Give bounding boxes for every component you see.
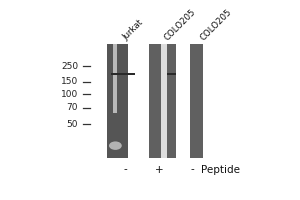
Ellipse shape bbox=[109, 141, 122, 150]
Text: 50: 50 bbox=[67, 120, 78, 129]
Bar bbox=[190, 44, 203, 158]
Bar bbox=[161, 44, 166, 158]
Text: COLO205: COLO205 bbox=[163, 7, 197, 42]
Bar bbox=[111, 73, 135, 75]
Text: +: + bbox=[155, 165, 164, 175]
Text: 150: 150 bbox=[61, 77, 78, 86]
Bar bbox=[176, 44, 190, 158]
Text: 70: 70 bbox=[67, 103, 78, 112]
Bar bbox=[107, 44, 128, 158]
Text: COLO205: COLO205 bbox=[199, 7, 233, 42]
Text: 250: 250 bbox=[61, 62, 78, 71]
Text: -: - bbox=[124, 165, 128, 175]
Text: Peptide: Peptide bbox=[201, 165, 240, 175]
Text: -: - bbox=[190, 165, 194, 175]
Bar bbox=[113, 44, 117, 113]
Text: 100: 100 bbox=[61, 90, 78, 99]
Bar bbox=[128, 44, 148, 158]
Bar bbox=[167, 73, 176, 75]
Bar bbox=[148, 44, 161, 158]
Text: Jurkat: Jurkat bbox=[121, 18, 145, 42]
Bar bbox=[167, 44, 176, 158]
